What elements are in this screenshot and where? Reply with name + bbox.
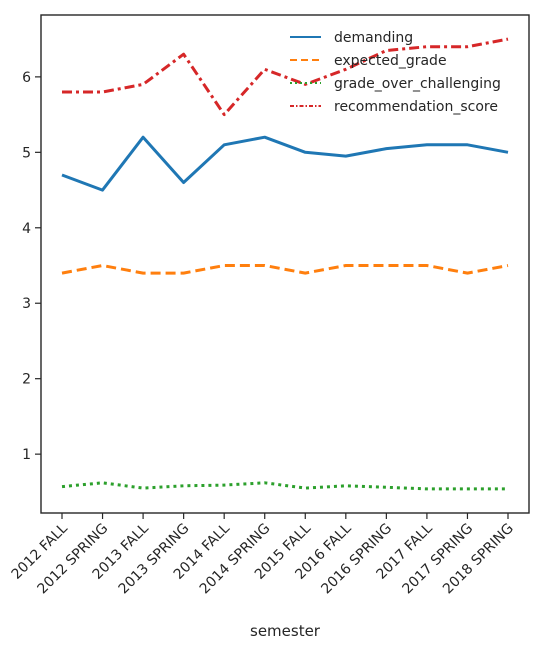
x-tick-label: 2014 SPRING xyxy=(197,521,274,598)
y-tick-label: 3 xyxy=(22,296,31,312)
y-tick-label: 2 xyxy=(22,372,31,388)
legend-label: grade_over_challenging xyxy=(334,76,501,92)
x-tick-label: 2012 SPRING xyxy=(35,521,112,598)
y-tick-label: 5 xyxy=(22,145,31,161)
plot-frame xyxy=(40,14,530,514)
x-axis-title: semester xyxy=(250,622,321,640)
y-axis: 1 2 3 4 5 6 xyxy=(22,70,41,463)
series-line-demanding xyxy=(61,135,509,192)
x-tick-label: 2018 SPRING xyxy=(440,521,517,598)
legend: demanding expected_grade grade_over_challe… xyxy=(290,30,501,115)
y-tick-label: 1 xyxy=(22,447,31,463)
plot-area xyxy=(61,37,509,491)
legend-label: recommendation_score xyxy=(334,99,498,115)
legend-label: expected_grade xyxy=(334,53,447,69)
y-tick-label: 4 xyxy=(22,221,31,237)
series-line-recommendation-score xyxy=(62,37,509,117)
series-line-grade-over-challenging xyxy=(61,481,508,491)
y-tick-label: 6 xyxy=(22,70,31,86)
x-tick-label: 2016 SPRING xyxy=(318,521,395,598)
legend-label: demanding xyxy=(334,30,413,46)
x-tick-label: 2017 SPRING xyxy=(399,521,476,598)
series-line-expected-grade xyxy=(61,264,509,275)
x-tick-label: 2013 SPRING xyxy=(116,521,193,598)
